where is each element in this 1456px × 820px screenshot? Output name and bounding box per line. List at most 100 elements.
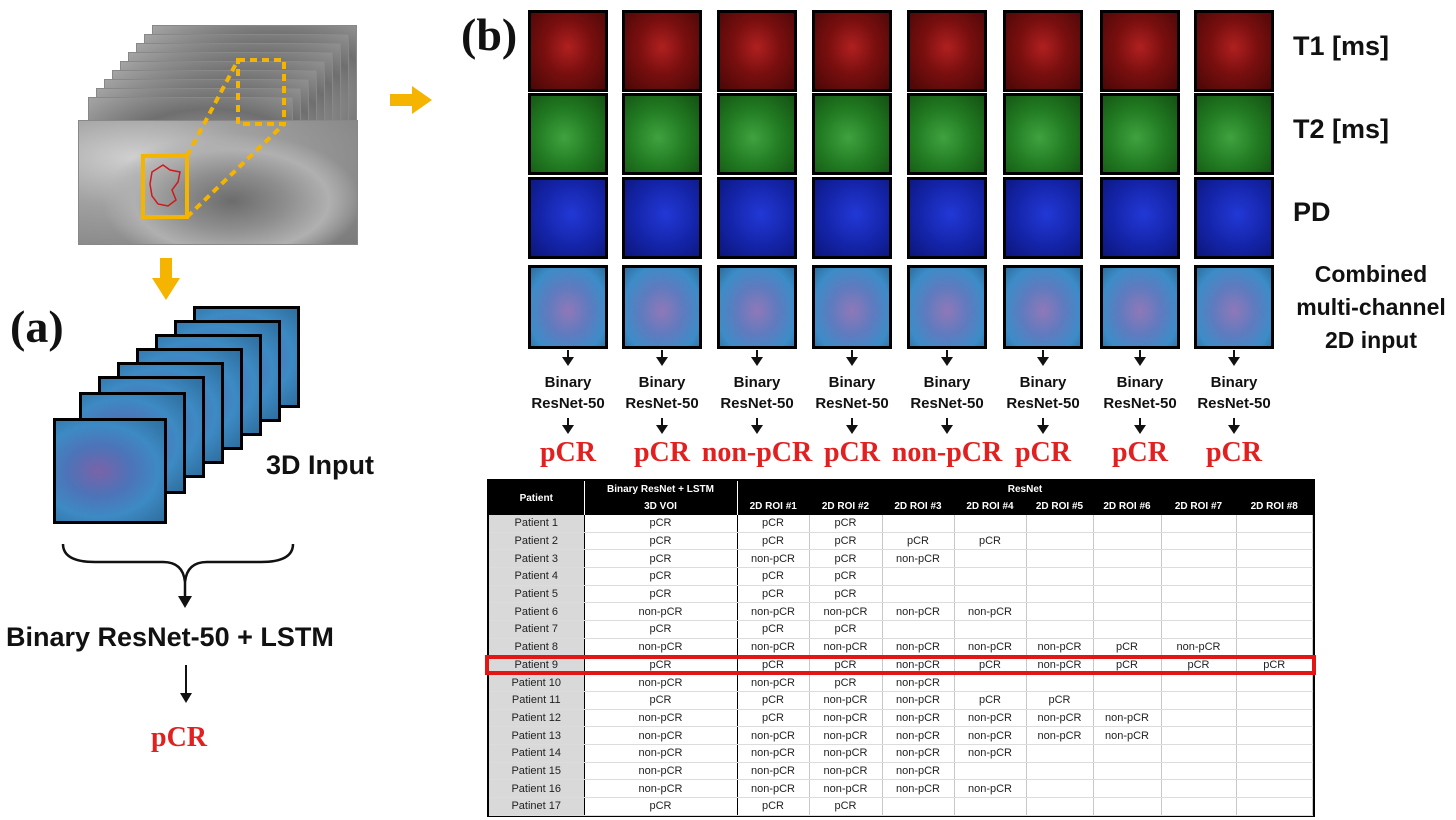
voi-cell: pCR [584,797,738,816]
voi-cell: pCR [584,620,738,639]
roi-cell: non-pCR [809,726,883,745]
voi-cell: non-pCR [584,638,738,657]
right-arrow-icon [390,86,432,114]
patient-cell: Patient 11 [489,691,585,710]
t1-tile [907,10,987,92]
voi-cell: pCR [584,532,738,551]
roi-cell: non-pCR [882,549,955,569]
header-patient: Patient [489,481,585,515]
down-arrow-icon [1228,350,1240,366]
subheader-roi: 2D ROI #4 [954,498,1026,515]
roi-cell: non-pCR [1093,726,1162,745]
roi-cell [1161,620,1237,639]
roi-cell: non-pCR [882,726,955,745]
roi-cell [882,797,955,816]
down-arrow-icon [941,418,953,434]
roi-cell [1093,673,1162,692]
roi-cell: pCR [737,532,810,551]
pd-tile [812,177,892,259]
roi-cell: pCR [737,691,810,710]
roi-cell: non-pCR [882,673,955,692]
roi-cell: non-pCR [1026,656,1094,675]
resnet-model-label: Binary ResNet-50 [518,372,618,414]
subheader-roi: 2D ROI #7 [1161,498,1236,515]
roi-box [141,154,189,219]
resnet-label-line2: ResNet-50 [1103,395,1177,412]
patient-cell: Patient 14 [489,744,585,763]
table-row: Patient 3 pCR non-pCR pCR non-pCR [489,549,1313,569]
roi-cell [1236,691,1313,710]
roi-cell: non-pCR [1161,638,1237,657]
patient-cell: Patient 6 [489,602,585,622]
combined-tile [717,265,797,349]
voi-cell: pCR [584,549,738,569]
patient-cell: Patinet 17 [489,797,585,816]
roi-cell: non-pCR [809,762,883,781]
brace-icon [61,543,295,608]
voi-cell: non-pCR [584,709,738,728]
roi-cell: non-pCR [737,638,810,657]
patient-cell: Patient 4 [489,567,585,586]
roi-cell [1093,549,1162,569]
voi-cell: non-pCR [584,762,738,781]
roi-cell: non-pCR [809,691,883,710]
outcome-label: pCR [823,437,880,468]
patient-cell: Patient 7 [489,620,585,639]
roi-cell [882,515,955,533]
roi-cell: pCR [1093,656,1162,675]
roi-cell: pCR [809,656,883,675]
pd-tile [622,177,702,259]
roi-cell [1026,762,1094,781]
panel-a-output: pCR [151,722,208,753]
roi-cell [1026,602,1094,622]
tumor-contour [149,164,181,207]
table-row: Patient 2 pCR pCR pCR pCR pCR [489,532,1313,551]
t2-tile [1003,93,1083,175]
roi-cell [1161,762,1237,781]
patient-cell: Patient 12 [489,709,585,728]
voi-cell: non-pCR [584,673,738,692]
roi-cell: non-pCR [737,744,810,763]
roi-cell: pCR [737,515,810,533]
roi-cell [1161,691,1237,710]
patient-cell: Patient 2 [489,532,585,551]
subheader-roi: 2D ROI #8 [1236,498,1313,515]
subheader-roi: 2D ROI #2 [809,498,882,515]
table-row: Patient 15 non-pCR non-pCR non-pCR non-pCR [489,762,1313,781]
resnet-label-line2: ResNet-50 [815,395,889,412]
down-arrow-icon [180,665,192,703]
roi-cell: pCR [809,673,883,692]
table-row: Patient 1 pCR pCR pCR [489,515,1313,533]
voi-cell: pCR [584,585,738,604]
row-label-combined-line3: 2D input [1325,327,1417,353]
roi-cell [1236,779,1313,798]
roi-cell: non-pCR [809,602,883,622]
roi-cell [1093,585,1162,604]
combined-tile [1100,265,1180,349]
roi-cell [954,762,1027,781]
roi-cell: non-pCR [1093,709,1162,728]
roi-cell: pCR [882,532,955,551]
patient-cell: Patient 8 [489,638,585,657]
resnet-label-line2: ResNet-50 [1006,395,1080,412]
roi-cell [954,515,1027,533]
down-arrow-icon [941,350,953,366]
roi-cell: pCR [809,567,883,586]
roi-cell [1236,638,1313,657]
roi-cell [1026,744,1094,763]
roi-cell: non-pCR [737,726,810,745]
t1-tile [717,10,797,92]
roi-cell [1026,532,1094,551]
roi-cell: pCR [737,585,810,604]
voi-cell: non-pCR [584,602,738,622]
voi-cell: pCR [584,691,738,710]
roi-cell [1026,673,1094,692]
outcome-label: pCR [539,437,596,468]
subheader-3d-voi: 3D VOI [584,498,738,515]
roi-cell [1161,797,1237,816]
resnet-model-label: Binary ResNet-50 [993,372,1093,414]
roi-cell: non-pCR [954,726,1027,745]
roi-cell: non-pCR [1026,638,1094,657]
t1-tile [528,10,608,92]
t1-tile [1100,10,1180,92]
